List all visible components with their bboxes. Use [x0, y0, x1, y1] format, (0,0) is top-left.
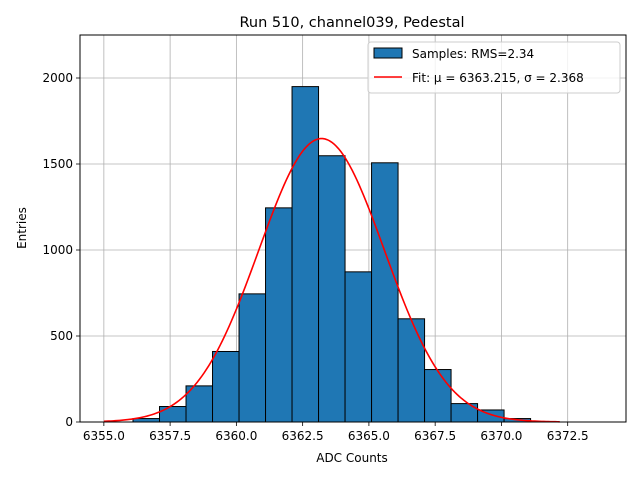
histogram-bar — [344, 271, 373, 423]
x-tick-label: 6372.5 — [547, 429, 589, 443]
legend-samples-swatch — [373, 47, 403, 59]
y-tick-label: 2000 — [42, 71, 73, 85]
histogram-bar — [424, 369, 452, 423]
x-tick-label: 6365.0 — [348, 429, 390, 443]
x-tick-label: 6355.0 — [83, 429, 125, 443]
histogram-bar — [238, 293, 267, 423]
legend-fit-label: Fit: μ = 6363.215, σ = 2.368 — [412, 71, 584, 85]
histogram-bar — [159, 406, 187, 423]
plot-frame — [79, 34, 627, 423]
x-tick-label: 6360.0 — [215, 429, 257, 443]
y-tick-label: 0 — [65, 415, 73, 429]
histogram-bar — [212, 350, 240, 423]
y-axis-label: Entries — [15, 207, 29, 249]
chart-title: Run 510, channel039, Pedestal — [239, 15, 464, 31]
x-tick-label: 6357.5 — [149, 429, 191, 443]
fit-curve-layer — [103, 137, 560, 423]
x-axis-ticks: 6355.0 6357.5 6360.0 6362.5 6365.0 6367.5 6370… — [83, 422, 589, 443]
legend-box — [367, 41, 621, 94]
y-tick-label: 1500 — [42, 157, 73, 171]
x-tick-label: 6367.5 — [414, 429, 456, 443]
histogram-bar — [291, 86, 320, 423]
x-axis-label: ADC Counts — [316, 451, 388, 465]
legend: Samples: RMS=2.34 Fit: μ = 6363.215, σ =… — [367, 41, 621, 94]
y-tick-label: 500 — [50, 329, 73, 343]
x-tick-label: 6370.0 — [480, 429, 522, 443]
histogram-bar — [371, 162, 399, 423]
histogram-bar — [132, 418, 161, 423]
y-axis-ticks: 0 500 1000 1500 2000 — [42, 71, 80, 429]
legend-samples-label: Samples: RMS=2.34 — [412, 47, 534, 61]
x-tick-label: 6362.5 — [282, 429, 324, 443]
histogram-bar — [265, 207, 293, 423]
histogram-bar — [397, 318, 426, 423]
y-tick-label: 1000 — [42, 243, 73, 257]
histogram-bar — [318, 155, 346, 423]
gaussian-fit-line — [103, 137, 560, 423]
